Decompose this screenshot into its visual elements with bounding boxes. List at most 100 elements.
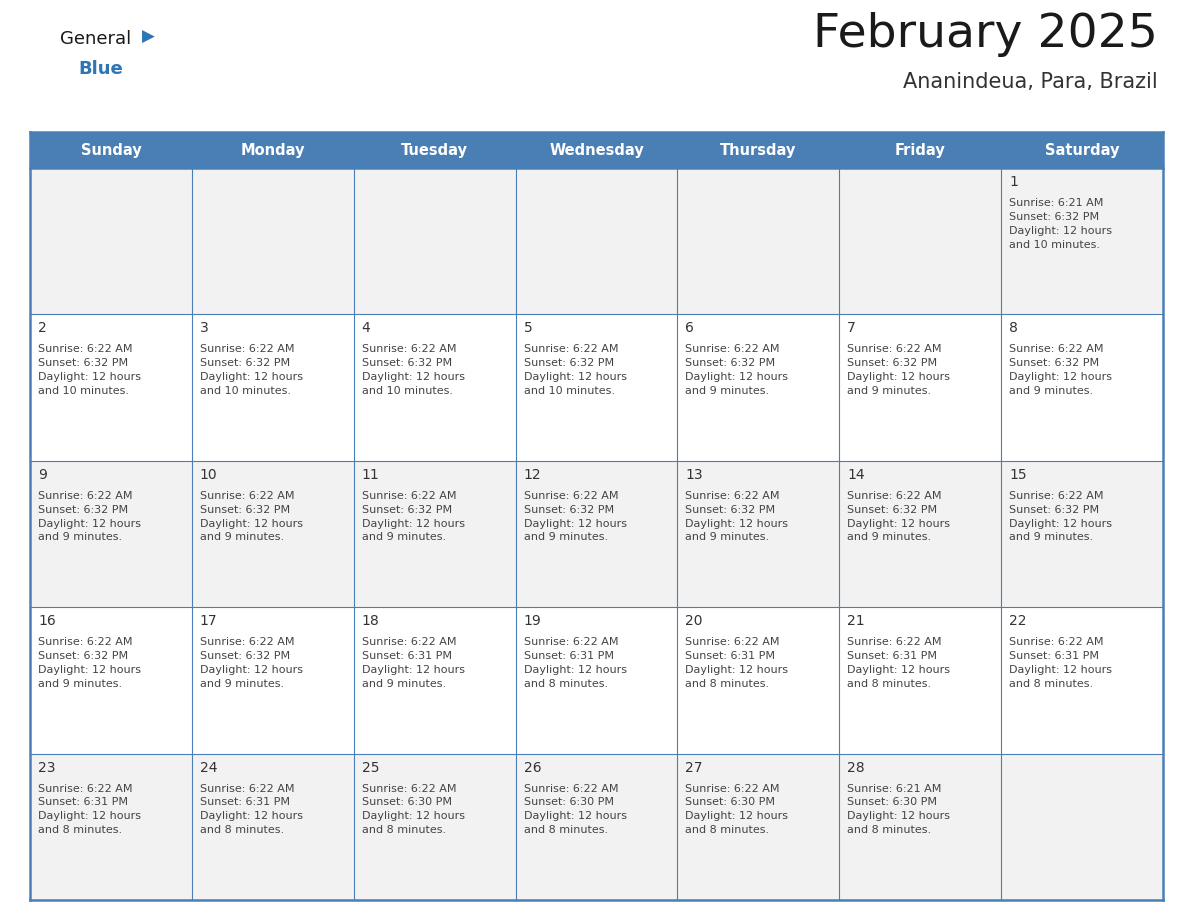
Text: Sunset: 6:30 PM: Sunset: 6:30 PM (685, 798, 776, 808)
Bar (30, 754, 191, 900)
Text: 21: 21 (847, 614, 865, 628)
Text: Daylight: 12 hours: Daylight: 12 hours (38, 372, 141, 382)
Text: Daylight: 12 hours: Daylight: 12 hours (38, 519, 141, 529)
Text: 3: 3 (200, 321, 209, 335)
Text: 27: 27 (685, 761, 703, 775)
Text: Daylight: 12 hours: Daylight: 12 hours (200, 519, 303, 529)
Text: and 8 minutes.: and 8 minutes. (361, 825, 446, 835)
Text: 19: 19 (524, 614, 542, 628)
Text: ▶: ▶ (143, 28, 154, 46)
Text: Daylight: 12 hours: Daylight: 12 hours (200, 812, 303, 822)
Text: Sunrise: 6:22 AM: Sunrise: 6:22 AM (685, 491, 781, 501)
Bar (354, 754, 516, 900)
Bar (354, 168, 516, 314)
Text: Sunset: 6:30 PM: Sunset: 6:30 PM (847, 798, 937, 808)
Text: Sunrise: 6:22 AM: Sunrise: 6:22 AM (1009, 491, 1104, 501)
Text: Sunset: 6:31 PM: Sunset: 6:31 PM (38, 798, 128, 808)
Text: Sunset: 6:32 PM: Sunset: 6:32 PM (1009, 358, 1099, 368)
Text: 6: 6 (685, 321, 694, 335)
Text: and 8 minutes.: and 8 minutes. (524, 825, 608, 835)
Text: and 9 minutes.: and 9 minutes. (361, 679, 446, 688)
Text: Ananindeua, Para, Brazil: Ananindeua, Para, Brazil (903, 72, 1158, 92)
Text: 11: 11 (361, 468, 379, 482)
Text: Sunrise: 6:22 AM: Sunrise: 6:22 AM (685, 784, 781, 793)
Bar (839, 754, 1001, 900)
Bar (30, 607, 191, 754)
Text: Sunrise: 6:22 AM: Sunrise: 6:22 AM (685, 637, 781, 647)
Text: Daylight: 12 hours: Daylight: 12 hours (524, 519, 626, 529)
Bar (191, 754, 354, 900)
Text: and 10 minutes.: and 10 minutes. (200, 386, 291, 396)
Text: Monday: Monday (240, 142, 305, 158)
Text: and 8 minutes.: and 8 minutes. (524, 679, 608, 688)
Text: Daylight: 12 hours: Daylight: 12 hours (685, 519, 789, 529)
Text: Daylight: 12 hours: Daylight: 12 hours (685, 812, 789, 822)
Bar (191, 607, 354, 754)
Bar (516, 607, 677, 754)
Text: and 8 minutes.: and 8 minutes. (847, 679, 931, 688)
Bar (30, 314, 191, 461)
Text: General: General (61, 30, 131, 48)
Text: and 9 minutes.: and 9 minutes. (847, 532, 931, 543)
Bar (839, 168, 1001, 314)
Text: 10: 10 (200, 468, 217, 482)
Text: Sunset: 6:32 PM: Sunset: 6:32 PM (524, 505, 614, 515)
Text: Sunset: 6:32 PM: Sunset: 6:32 PM (361, 358, 451, 368)
Bar (354, 461, 516, 607)
Text: and 8 minutes.: and 8 minutes. (685, 825, 770, 835)
Text: and 9 minutes.: and 9 minutes. (524, 532, 608, 543)
Text: 2: 2 (38, 321, 46, 335)
Text: and 9 minutes.: and 9 minutes. (1009, 532, 1093, 543)
Text: Sunset: 6:31 PM: Sunset: 6:31 PM (685, 651, 776, 661)
Text: and 8 minutes.: and 8 minutes. (1009, 679, 1093, 688)
Bar (677, 461, 839, 607)
Text: Sunset: 6:31 PM: Sunset: 6:31 PM (524, 651, 613, 661)
Text: Sunrise: 6:22 AM: Sunrise: 6:22 AM (361, 491, 456, 501)
Bar (1001, 754, 1163, 900)
Bar (516, 168, 677, 314)
Bar (30, 461, 191, 607)
Text: Sunrise: 6:22 AM: Sunrise: 6:22 AM (1009, 637, 1104, 647)
Text: Thursday: Thursday (720, 142, 796, 158)
Text: Sunrise: 6:22 AM: Sunrise: 6:22 AM (38, 637, 133, 647)
Text: Sunset: 6:32 PM: Sunset: 6:32 PM (685, 505, 776, 515)
Text: Sunrise: 6:21 AM: Sunrise: 6:21 AM (847, 784, 942, 793)
Bar (839, 314, 1001, 461)
Text: 12: 12 (524, 468, 542, 482)
Text: and 9 minutes.: and 9 minutes. (200, 679, 284, 688)
Text: 23: 23 (38, 761, 56, 775)
Text: Sunrise: 6:22 AM: Sunrise: 6:22 AM (685, 344, 781, 354)
Text: Sunset: 6:32 PM: Sunset: 6:32 PM (524, 358, 614, 368)
Bar (677, 754, 839, 900)
Text: Sunrise: 6:22 AM: Sunrise: 6:22 AM (200, 344, 295, 354)
Text: Sunrise: 6:22 AM: Sunrise: 6:22 AM (1009, 344, 1104, 354)
Text: 18: 18 (361, 614, 379, 628)
Bar (1001, 168, 1163, 314)
Text: and 8 minutes.: and 8 minutes. (38, 825, 122, 835)
Text: Sunset: 6:32 PM: Sunset: 6:32 PM (685, 358, 776, 368)
Text: Sunrise: 6:22 AM: Sunrise: 6:22 AM (847, 491, 942, 501)
Text: Sunset: 6:30 PM: Sunset: 6:30 PM (524, 798, 613, 808)
Text: February 2025: February 2025 (813, 12, 1158, 57)
Text: and 9 minutes.: and 9 minutes. (685, 386, 770, 396)
Bar (677, 607, 839, 754)
Text: and 10 minutes.: and 10 minutes. (361, 386, 453, 396)
Text: Sunset: 6:32 PM: Sunset: 6:32 PM (1009, 212, 1099, 222)
Text: Sunset: 6:30 PM: Sunset: 6:30 PM (361, 798, 451, 808)
Text: Daylight: 12 hours: Daylight: 12 hours (847, 519, 950, 529)
Text: 13: 13 (685, 468, 703, 482)
Text: 24: 24 (200, 761, 217, 775)
Text: Sunrise: 6:22 AM: Sunrise: 6:22 AM (361, 784, 456, 793)
Text: 28: 28 (847, 761, 865, 775)
Bar (191, 168, 354, 314)
Text: Sunset: 6:32 PM: Sunset: 6:32 PM (1009, 505, 1099, 515)
Text: Daylight: 12 hours: Daylight: 12 hours (524, 812, 626, 822)
Text: Sunset: 6:31 PM: Sunset: 6:31 PM (847, 651, 937, 661)
Text: and 10 minutes.: and 10 minutes. (524, 386, 614, 396)
Bar (516, 461, 677, 607)
Bar (1001, 461, 1163, 607)
Text: and 9 minutes.: and 9 minutes. (685, 532, 770, 543)
Text: and 10 minutes.: and 10 minutes. (1009, 240, 1100, 250)
Text: Daylight: 12 hours: Daylight: 12 hours (685, 665, 789, 675)
Text: Sunrise: 6:22 AM: Sunrise: 6:22 AM (847, 344, 942, 354)
